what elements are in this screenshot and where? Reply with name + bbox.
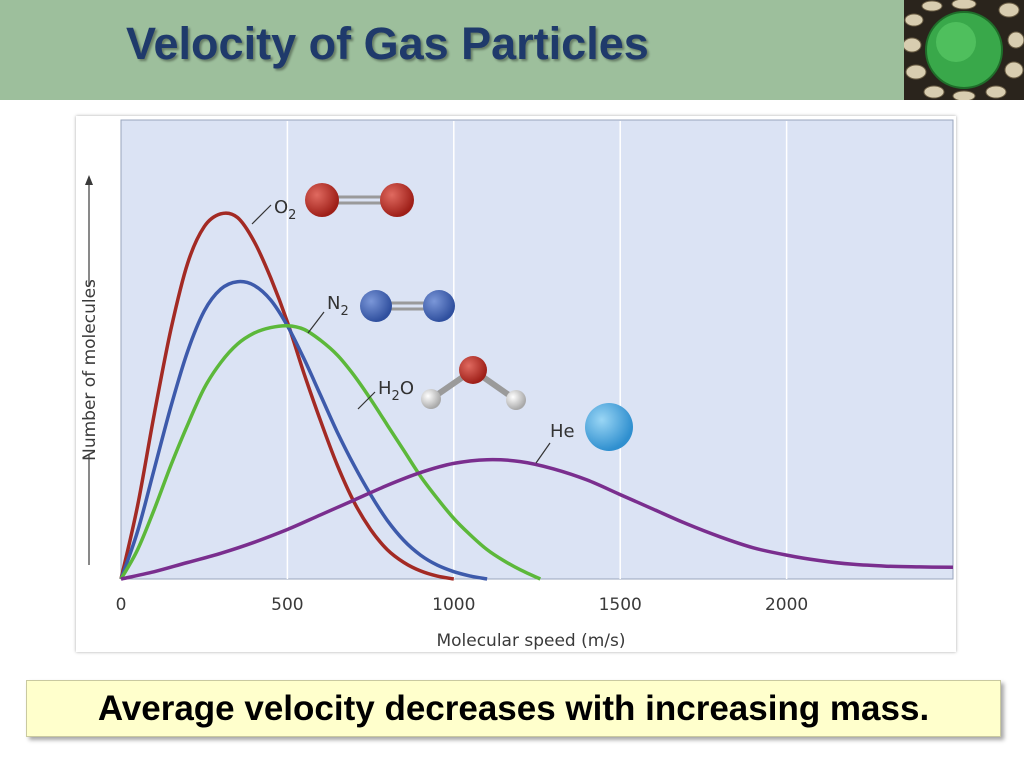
chart-frame: O2 N2 H2O He 0 500 1000 1500 2000 Number of mol… <box>76 116 956 652</box>
curve-n2 <box>119 279 488 581</box>
curve-label-h2o: H2O <box>378 378 414 404</box>
he-atom-icon <box>585 403 633 451</box>
x-tick-label: 1500 <box>599 595 642 615</box>
curve-o2 <box>119 211 455 581</box>
curve-label-after: O <box>400 378 414 399</box>
curve-label-main: O <box>274 197 288 218</box>
slide-title: Velocity of Gas Particles <box>126 18 649 69</box>
curve-label-main: N <box>327 293 340 314</box>
green-cell-particle-icon <box>904 0 1024 100</box>
curve-h2o <box>119 323 542 581</box>
curve-label-he: He <box>550 421 575 442</box>
leader-line-h2o <box>357 391 376 410</box>
y-axis-label-group: Number of molecules <box>80 175 100 565</box>
title-bar: Velocity of Gas Particles <box>0 0 1024 100</box>
leader-line-o2 <box>251 204 272 225</box>
x-axis-label: Molecular speed (m/s) <box>436 631 625 651</box>
x-tick-label: 1000 <box>432 595 475 615</box>
y-axis-arrow-head <box>85 175 93 185</box>
curve-label-main: He <box>550 421 575 442</box>
y-axis-label: Number of molecules <box>80 279 100 461</box>
curve-label-main: H <box>378 378 392 399</box>
n2-molecule-icon <box>360 290 455 322</box>
curve-he <box>120 457 954 581</box>
grid-lines <box>286 121 788 579</box>
h2o-molecule-icon <box>421 356 526 410</box>
curve-label-sub: 2 <box>392 389 400 404</box>
x-tick-labels: 0 500 1000 1500 2000 <box>116 595 809 615</box>
o2-molecule-icon <box>305 183 414 217</box>
curves <box>119 211 954 581</box>
x-tick-label: 2000 <box>765 595 808 615</box>
x-tick-label: 0 <box>116 595 127 615</box>
leader-line-he <box>535 442 551 464</box>
curve-label-sub: 2 <box>340 304 348 319</box>
curve-label-o2: O2 <box>274 197 296 223</box>
leader-line-n2 <box>307 311 325 334</box>
curve-label-n2: N2 <box>327 293 349 319</box>
molecules <box>305 183 633 451</box>
caption-text: Average velocity decreases with increasi… <box>97 688 930 728</box>
caption-box: Average velocity decreases with increasi… <box>26 680 1001 737</box>
plot-area <box>120 119 954 580</box>
curve-label-sub: 2 <box>288 208 296 223</box>
x-tick-label: 500 <box>271 595 303 615</box>
